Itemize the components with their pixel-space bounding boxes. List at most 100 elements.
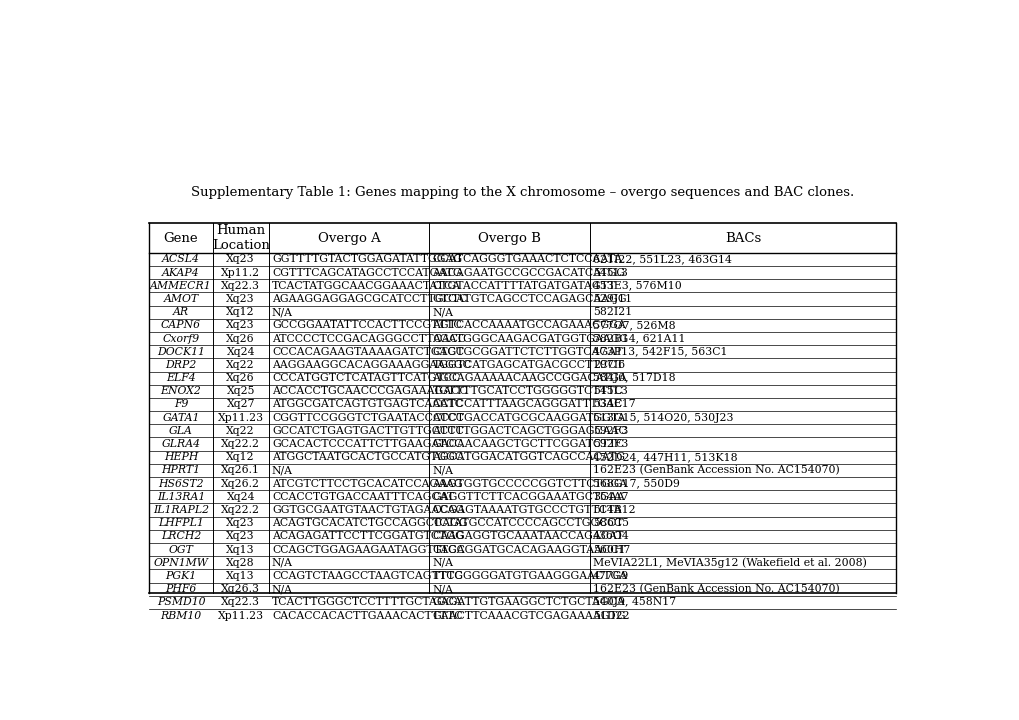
Text: Xp11.23: Xp11.23: [217, 611, 264, 621]
Text: Xq23: Xq23: [226, 518, 255, 528]
Text: 592F3: 592F3: [593, 439, 628, 449]
Text: OGT: OGT: [168, 544, 194, 554]
Text: Xq13: Xq13: [226, 571, 255, 581]
Text: HEPH: HEPH: [164, 452, 198, 462]
Text: ELF4: ELF4: [166, 373, 196, 383]
Text: 584J6, 517D18: 584J6, 517D18: [593, 373, 676, 383]
Text: GTCATGTCAGCCTCCAGAGCAAGG: GTCATGTCAGCCTCCAGAGCAAGG: [432, 294, 627, 304]
Text: GCCATCTGAGTGACTTGTTGCTCC: GCCATCTGAGTGACTTGTTGCTCC: [272, 426, 464, 436]
Text: 452D24, 447H11, 513K18: 452D24, 447H11, 513K18: [593, 452, 737, 462]
Text: Xq22: Xq22: [226, 360, 255, 370]
Text: Xq23: Xq23: [226, 531, 255, 541]
Text: GLRA4: GLRA4: [161, 439, 201, 449]
Text: Xq13: Xq13: [226, 544, 255, 554]
Text: BACs: BACs: [725, 232, 760, 245]
Text: CCGAGTAAAATGTGCCCTGTTCTA: CCGAGTAAAATGTGCCCTGTTCTA: [432, 505, 622, 515]
Text: CCTCCATTTAAGCAGGGATTTGAC: CCTCCATTTAAGCAGGGATTTGAC: [432, 400, 623, 410]
Text: Cxorf9: Cxorf9: [162, 333, 200, 343]
Text: Xq27: Xq27: [226, 400, 255, 410]
Text: GACAACAAGCTGCTTCGGATCTTC: GACAACAAGCTGCTTCGGATCTTC: [432, 439, 624, 449]
Text: N/A: N/A: [432, 466, 453, 475]
Text: 473P13, 542F15, 563C1: 473P13, 542F15, 563C1: [593, 347, 727, 356]
Text: GCCGGAATATTCCACTTCCGTTTC: GCCGGAATATTCCACTTCCGTTTC: [272, 320, 461, 330]
Text: 545L3: 545L3: [593, 387, 628, 396]
Text: AR: AR: [172, 307, 189, 317]
Text: CCCATGGTCTCATAGTTCATGTCC: CCCATGGTCTCATAGTTCATGTCC: [272, 373, 460, 383]
Text: Overgo B: Overgo B: [478, 232, 541, 245]
Text: N/A: N/A: [432, 307, 453, 317]
Text: CCAGCTGGAGAAGAATAGGTTACC: CCAGCTGGAGAAGAATAGGTTACC: [272, 544, 465, 554]
Text: GGTTTTGTACTGGAGATATTGGAG: GGTTTTGTACTGGAGATATTGGAG: [272, 254, 462, 264]
Text: Xq26: Xq26: [226, 333, 255, 343]
Text: 582B14, 621A11: 582B14, 621A11: [593, 333, 685, 343]
Text: AMMECR1: AMMECR1: [150, 281, 212, 291]
Text: ENOX2: ENOX2: [160, 387, 201, 396]
Text: Xq24: Xq24: [226, 347, 255, 356]
Text: AGCAGAAAAACAAGCCGGACATGA: AGCAGAAAAACAAGCCGGACATGA: [432, 373, 627, 383]
Text: Gene: Gene: [163, 232, 198, 245]
Text: Xq26.2: Xq26.2: [221, 479, 260, 489]
Text: 162E23 (GenBank Accession No. AC154070): 162E23 (GenBank Accession No. AC154070): [593, 465, 839, 476]
Text: TGTTTTGCATCCTGGGGGTCTTTC: TGTTTTGCATCCTGGGGGTCTTTC: [432, 387, 623, 396]
Text: N/A: N/A: [432, 584, 453, 594]
Text: 529J11: 529J11: [593, 294, 632, 304]
Text: Xq22.3: Xq22.3: [221, 281, 260, 291]
Text: ATCGTCTTCCTGCACATCCAGAAG: ATCGTCTTCCTGCACATCCAGAAG: [272, 479, 463, 489]
Text: ACSL4: ACSL4: [162, 254, 200, 264]
Text: Xq12: Xq12: [226, 307, 255, 317]
Text: Xq23: Xq23: [226, 320, 255, 330]
Text: CCATCAGGGTGAAACTCTCCAATA: CCATCAGGGTGAAACTCTCCAATA: [432, 254, 622, 264]
Text: 586C5: 586C5: [593, 518, 629, 528]
Text: 477G9: 477G9: [593, 571, 629, 581]
Text: CCAGTCTAAGCCTAAGTCAGTTCC: CCAGTCTAAGCCTAAGTCAGTTCC: [272, 571, 463, 581]
Text: LRCH2: LRCH2: [161, 531, 201, 541]
Text: 582I21: 582I21: [593, 307, 632, 317]
Text: TCTATGCCATCCCCAGCCTGGCCT: TCTATGCCATCCCCAGCCTGGCCT: [432, 518, 623, 528]
Text: 453E3, 576M10: 453E3, 576M10: [593, 281, 682, 291]
Text: Xq24: Xq24: [226, 492, 255, 502]
Text: IL1RAPL2: IL1RAPL2: [153, 505, 209, 515]
Text: Supplementary Table 1: Genes mapping to the X chromosome – overgo sequences and : Supplementary Table 1: Genes mapping to …: [191, 186, 854, 199]
Text: ACAGAGATTCCTTCGGATGTCTGG: ACAGAGATTCCTTCGGATGTCTGG: [272, 531, 464, 541]
Text: Xq26.3: Xq26.3: [221, 584, 260, 594]
Text: ACAGTGCACATCTGCCAGGCCAGG: ACAGTGCACATCTGCCAGGCCAGG: [272, 518, 467, 528]
Text: PSMD10: PSMD10: [157, 598, 205, 608]
Text: GAGATTGTGAAGGCTCTGCTAGCA: GAGATTGTGAAGGCTCTGCTAGCA: [432, 598, 625, 608]
Text: 540J9, 458N17: 540J9, 458N17: [593, 598, 676, 608]
Text: CCCACAGAAGTAAAAGATCTGACC: CCCACAGAAGTAAAAGATCTGACC: [272, 347, 464, 356]
Text: TTTGGGGGATGTGAAGGGAACTGA: TTTGGGGGATGTGAAGGGAACTGA: [432, 571, 627, 581]
Text: 513G15, 514O20, 530J23: 513G15, 514O20, 530J23: [593, 413, 733, 423]
Text: N/A: N/A: [272, 558, 292, 568]
Text: Xq28: Xq28: [226, 558, 255, 568]
Text: CTGTGCGGATTCTCTTGGTCAGAT: CTGTGCGGATTCTCTTGGTCAGAT: [432, 347, 623, 356]
Text: CCCTGACCATGCGCAAGGATGGTA: CCCTGACCATGCGCAAGGATGGTA: [432, 413, 626, 423]
Text: AGAAGGAGGAGCGCATCCTTGCTC: AGAAGGAGGAGCGCATCCTTGCTC: [272, 294, 467, 304]
Text: N/A: N/A: [272, 307, 292, 317]
Text: TGGTCATGAGCATGACGCCTTCCT: TGGTCATGAGCATGACGCCTTCCT: [432, 360, 624, 370]
Text: Xp11.2: Xp11.2: [221, 268, 260, 277]
Text: Xq22.3: Xq22.3: [221, 598, 260, 608]
Text: 354A7: 354A7: [593, 492, 628, 502]
Text: GTGAGGATGCACAGAAGGTAACCT: GTGAGGATGCACAGAAGGTAACCT: [432, 544, 626, 554]
Text: Xq23: Xq23: [226, 254, 255, 264]
Text: MeVIA22L1, MeVIA35g12 (Wakefield et al. 2008): MeVIA22L1, MeVIA35g12 (Wakefield et al. …: [593, 557, 866, 568]
Text: DRP2: DRP2: [165, 360, 197, 370]
Text: GAGGTTCTTCACGGAAATGCTGAA: GAGGTTCTTCACGGAAATGCTGAA: [432, 492, 625, 502]
Text: 621I22, 551L23, 463G14: 621I22, 551L23, 463G14: [593, 254, 732, 264]
Text: 162E23 (GenBank Accession No. AC154070): 162E23 (GenBank Accession No. AC154070): [593, 584, 839, 595]
Text: PGK1: PGK1: [165, 571, 197, 581]
Text: GCACACTCCCATTCTTGAAGATCC: GCACACTCCCATTCTTGAAGATCC: [272, 439, 462, 449]
Text: LHFPL1: LHFPL1: [158, 518, 204, 528]
Text: AMOT: AMOT: [163, 294, 199, 304]
Text: 436O4: 436O4: [593, 531, 630, 541]
Text: HS6ST2: HS6ST2: [158, 479, 204, 489]
Text: Xq22.2: Xq22.2: [221, 439, 260, 449]
Text: ATGGCTAATGCACTGCCATGTGGC: ATGGCTAATGCACTGCCATGTGGC: [272, 452, 463, 462]
Text: 577O7, 526M8: 577O7, 526M8: [593, 320, 676, 330]
Text: Xq22.2: Xq22.2: [221, 505, 260, 515]
Text: AAGGAAGGCACAGGAAAGGAAGGC: AAGGAAGGCACAGGAAAGGAAGGC: [272, 360, 471, 370]
Text: RBM10: RBM10: [160, 611, 202, 621]
Text: 568G17, 550D9: 568G17, 550D9: [593, 479, 680, 489]
Text: HPRT1: HPRT1: [161, 466, 201, 475]
Text: Overgo A: Overgo A: [317, 232, 380, 245]
